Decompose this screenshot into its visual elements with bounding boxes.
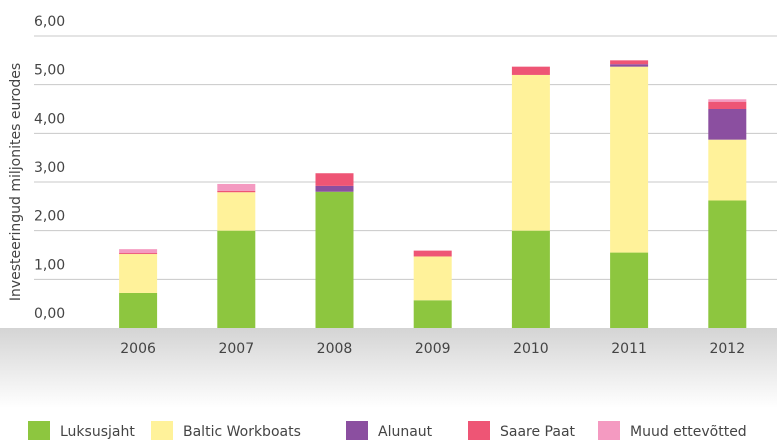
bar-segment — [708, 101, 747, 109]
bar-segment — [315, 173, 354, 186]
bar-segment — [119, 253, 158, 255]
bar-segment — [119, 254, 158, 293]
bar-segment — [708, 99, 747, 102]
legend-swatch — [151, 421, 173, 440]
y-tick-label: 2,00 — [34, 209, 65, 225]
x-tick-label: 2011 — [611, 341, 647, 357]
bar-segment — [708, 200, 747, 328]
y-tick-label: 6,00 — [34, 14, 65, 30]
legend-label: Luksusjaht — [60, 424, 135, 440]
y-tick-label: 3,00 — [34, 160, 65, 176]
y-tick-label: 0,00 — [34, 306, 65, 322]
x-tick-label: 2007 — [218, 341, 254, 357]
bar-segment — [610, 66, 649, 253]
bar-segment — [217, 192, 256, 231]
y-axis-label: Investeeringud miljonites eurodes — [8, 63, 24, 301]
x-tick-label: 2009 — [415, 341, 451, 357]
x-tick-label: 2010 — [513, 341, 549, 357]
bar-segment — [413, 300, 452, 328]
bar-segment — [413, 250, 452, 257]
bar-segment — [217, 190, 256, 193]
bar-segment — [315, 191, 354, 328]
bar-segment — [610, 64, 649, 67]
y-tick-label: 4,00 — [34, 111, 65, 127]
x-tick-label: 2006 — [120, 341, 156, 357]
legend-swatch — [468, 421, 490, 440]
legend-label: Muud ettevõtted — [630, 424, 747, 440]
legend-swatch — [28, 421, 50, 440]
bar-segment — [511, 230, 550, 328]
bar-segment — [511, 74, 550, 231]
bar-segment — [708, 109, 747, 140]
bar-segment — [413, 256, 452, 301]
bar-segment — [511, 66, 550, 75]
x-tick-label: 2008 — [317, 341, 353, 357]
bar-segment — [610, 60, 649, 65]
bar-segment — [119, 249, 158, 254]
bar-segment — [315, 185, 354, 192]
legend-label: Saare Paat — [500, 424, 576, 440]
x-tick-label: 2012 — [709, 341, 745, 357]
legend-swatch — [346, 421, 368, 440]
bar-segment — [610, 252, 649, 328]
legend-label: Baltic Workboats — [183, 424, 301, 440]
legend-swatch — [598, 421, 620, 440]
legend-label: Alunaut — [378, 424, 433, 440]
bar-segment — [708, 139, 747, 201]
y-tick-label: 1,00 — [34, 257, 65, 273]
bar-segment — [119, 292, 158, 328]
y-tick-label: 5,00 — [34, 63, 65, 79]
bar-segment — [217, 183, 256, 191]
axis-band — [0, 328, 777, 408]
bar-segment — [217, 230, 256, 328]
